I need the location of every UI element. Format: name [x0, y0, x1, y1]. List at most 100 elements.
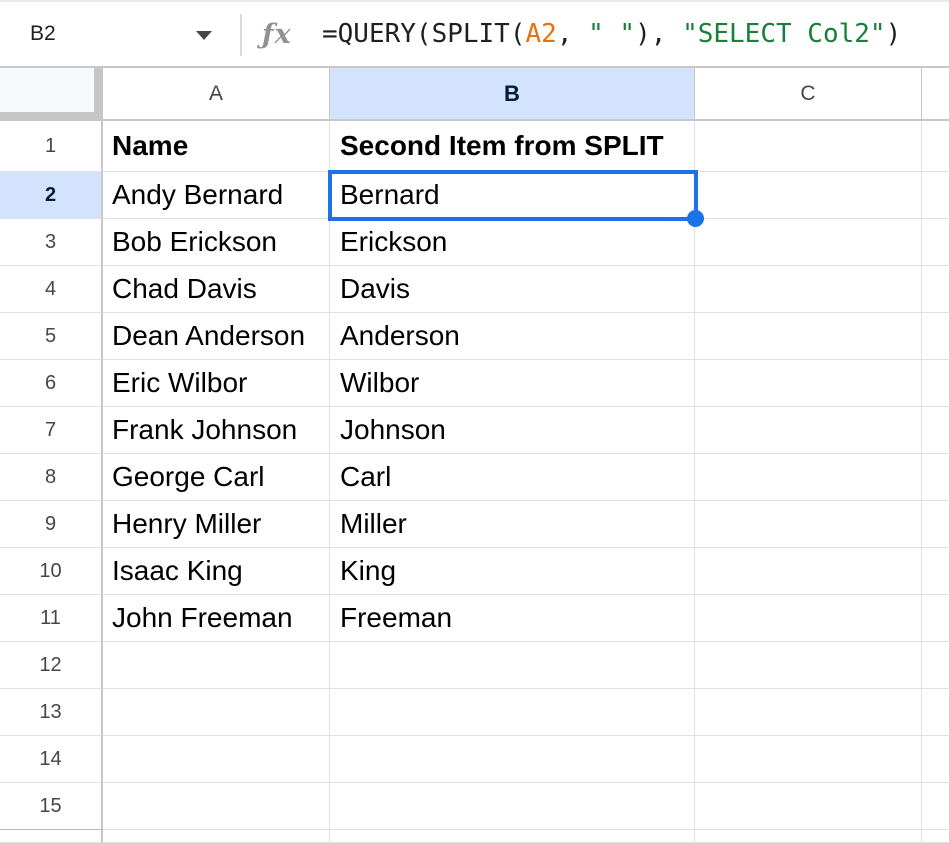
name-box-chevron-down-icon[interactable] [196, 31, 212, 40]
cell-C7[interactable] [695, 407, 922, 454]
cell-C1[interactable] [695, 121, 922, 172]
cell-D10-partial[interactable] [922, 548, 949, 595]
cell-A16-partial[interactable] [103, 830, 330, 843]
select-all-corner[interactable] [0, 68, 103, 121]
row-header-10[interactable]: 10 [0, 548, 103, 595]
formula-bar-divider [240, 14, 242, 56]
cell-A9[interactable]: Henry Miller [103, 501, 330, 548]
row-header-3[interactable]: 3 [0, 219, 103, 266]
row-header-9[interactable]: 9 [0, 501, 103, 548]
column-header-B[interactable]: B [330, 68, 695, 121]
cell-B11[interactable]: Freeman [330, 595, 695, 642]
cell-B5[interactable]: Anderson [330, 313, 695, 360]
cell-A12[interactable] [103, 642, 330, 689]
cell-A3[interactable]: Bob Erickson [103, 219, 330, 266]
cell-B1[interactable]: Second Item from SPLIT [330, 121, 695, 172]
row-header-4[interactable]: 4 [0, 266, 103, 313]
cell-A10[interactable]: Isaac King [103, 548, 330, 595]
formula-segment-string: "SELECT Col2" [682, 19, 886, 49]
cell-B2[interactable]: Bernard [330, 172, 695, 219]
cell-D1-partial[interactable] [922, 121, 949, 172]
cell-D14-partial[interactable] [922, 736, 949, 783]
row-header-8[interactable]: 8 [0, 454, 103, 501]
cell-B4[interactable]: Davis [330, 266, 695, 313]
column-header-D-partial[interactable] [922, 68, 949, 121]
cell-D2-partial[interactable] [922, 172, 949, 219]
formula-segment-default: ), [635, 19, 683, 49]
cell-D15-partial[interactable] [922, 783, 949, 830]
cell-D12-partial[interactable] [922, 642, 949, 689]
cell-B6[interactable]: Wilbor [330, 360, 695, 407]
cell-B16-partial[interactable] [330, 830, 695, 843]
row-header-15[interactable]: 15 [0, 783, 103, 830]
fill-handle[interactable] [687, 210, 704, 227]
cell-C16-partial[interactable] [695, 830, 922, 843]
cell-C13[interactable] [695, 689, 922, 736]
cell-C4[interactable] [695, 266, 922, 313]
cell-C10[interactable] [695, 548, 922, 595]
cell-C14[interactable] [695, 736, 922, 783]
cell-D7-partial[interactable] [922, 407, 949, 454]
column-header-C[interactable]: C [695, 68, 922, 121]
cell-C12[interactable] [695, 642, 922, 689]
cell-D9-partial[interactable] [922, 501, 949, 548]
row-header-14[interactable]: 14 [0, 736, 103, 783]
cell-C6[interactable] [695, 360, 922, 407]
cell-B15[interactable] [330, 783, 695, 830]
cell-A11[interactable]: John Freeman [103, 595, 330, 642]
cell-D16-partial[interactable] [922, 830, 949, 843]
table-row: 1 Name Second Item from SPLIT [0, 121, 949, 172]
cell-A13[interactable] [103, 689, 330, 736]
cell-B7[interactable]: Johnson [330, 407, 695, 454]
cell-D13-partial[interactable] [922, 689, 949, 736]
table-row: 5 Dean Anderson Anderson [0, 313, 949, 360]
cell-D3-partial[interactable] [922, 219, 949, 266]
cell-A15[interactable] [103, 783, 330, 830]
cell-C15[interactable] [695, 783, 922, 830]
cell-B12[interactable] [330, 642, 695, 689]
cell-A5[interactable]: Dean Anderson [103, 313, 330, 360]
cell-D11-partial[interactable] [922, 595, 949, 642]
cell-C8[interactable] [695, 454, 922, 501]
cell-C11[interactable] [695, 595, 922, 642]
cell-A4[interactable]: Chad Davis [103, 266, 330, 313]
row-header-2[interactable]: 2 [0, 172, 103, 219]
formula-segment-string: " " [588, 19, 636, 49]
cell-C5[interactable] [695, 313, 922, 360]
column-header-A[interactable]: A [103, 68, 330, 121]
row-header-6[interactable]: 6 [0, 360, 103, 407]
cell-B14[interactable] [330, 736, 695, 783]
table-row: 13 [0, 689, 949, 736]
cell-D6-partial[interactable] [922, 360, 949, 407]
cell-A7[interactable]: Frank Johnson [103, 407, 330, 454]
cell-A14[interactable] [103, 736, 330, 783]
row-header-5[interactable]: 5 [0, 313, 103, 360]
cell-B13[interactable] [330, 689, 695, 736]
name-box[interactable]: B2 [0, 2, 190, 66]
table-row: 4 Chad Davis Davis [0, 266, 949, 313]
cell-A2[interactable]: Andy Bernard [103, 172, 330, 219]
cell-B10[interactable]: King [330, 548, 695, 595]
cell-C9[interactable] [695, 501, 922, 548]
formula-segment-default: ) [885, 19, 902, 49]
cell-D4-partial[interactable] [922, 266, 949, 313]
formula-input[interactable]: =QUERY(SPLIT(A2, " "), "SELECT Col2") [322, 2, 901, 66]
row-header-16-partial[interactable] [0, 830, 103, 843]
table-row: 12 [0, 642, 949, 689]
cell-C2[interactable] [695, 172, 922, 219]
cell-A6[interactable]: Eric Wilbor [103, 360, 330, 407]
cell-B9[interactable]: Miller [330, 501, 695, 548]
row-header-1[interactable]: 1 [0, 121, 103, 172]
cell-B3[interactable]: Erickson [330, 219, 695, 266]
cell-A1[interactable]: Name [103, 121, 330, 172]
row-header-13[interactable]: 13 [0, 689, 103, 736]
row-header-7[interactable]: 7 [0, 407, 103, 454]
cell-A8[interactable]: George Carl [103, 454, 330, 501]
cell-D8-partial[interactable] [922, 454, 949, 501]
row-header-12[interactable]: 12 [0, 642, 103, 689]
cell-B8[interactable]: Carl [330, 454, 695, 501]
cell-D5-partial[interactable] [922, 313, 949, 360]
row-header-11[interactable]: 11 [0, 595, 103, 642]
cell-C3[interactable] [695, 219, 922, 266]
